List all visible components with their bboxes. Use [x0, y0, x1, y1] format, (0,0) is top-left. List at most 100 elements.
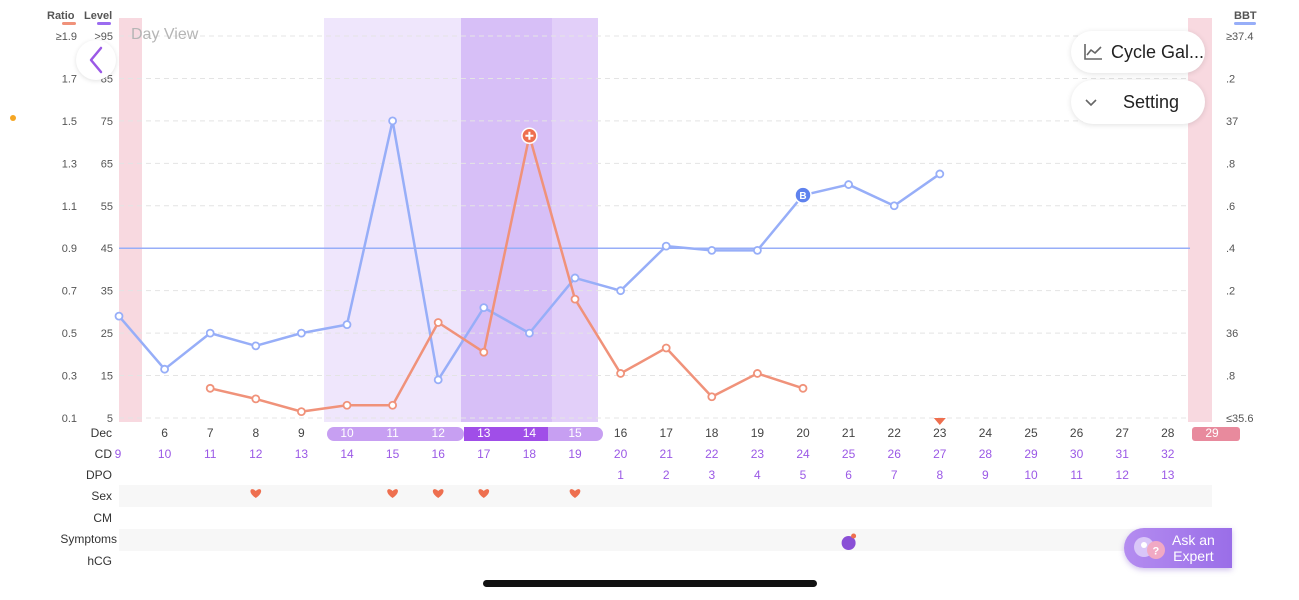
level-data-point[interactable] [525, 328, 534, 338]
level-data-point[interactable] [160, 364, 170, 374]
level-data-point[interactable] [205, 328, 215, 338]
level-data-point[interactable] [479, 303, 489, 313]
date-label[interactable]: 7 [207, 426, 214, 440]
level-data-point[interactable] [251, 341, 261, 351]
cycle-gallery-button[interactable]: Cycle Gal... [1071, 31, 1205, 73]
ask-expert-line1: Ask an [1172, 532, 1215, 548]
ratio-data-point[interactable] [753, 369, 762, 378]
ratio-data-point[interactable] [251, 394, 261, 404]
date-label[interactable]: 29 [1205, 426, 1219, 440]
date-highlight [548, 427, 562, 441]
date-label[interactable]: 15 [568, 426, 582, 440]
sex-row-label: Sex [91, 489, 112, 503]
ratio-data-point[interactable] [433, 318, 443, 327]
date-label[interactable]: 9 [298, 426, 305, 440]
date-label[interactable]: 25 [1024, 426, 1038, 440]
fertile-window [552, 18, 598, 422]
setting-button[interactable]: Setting [1071, 80, 1205, 124]
level-data-point[interactable] [935, 169, 945, 179]
symptoms-row-label: Symptoms [60, 532, 117, 546]
month-label: Dec [91, 426, 112, 440]
ratio-data-point[interactable] [479, 347, 489, 357]
heart-icon[interactable] [569, 489, 581, 498]
ratio-data-point[interactable] [342, 400, 352, 410]
symptom-icon[interactable] [841, 536, 856, 550]
cd-value: 31 [1116, 447, 1130, 461]
date-label[interactable]: 22 [888, 426, 902, 440]
dpo-value: 13 [1161, 468, 1175, 482]
setting-label: Setting [1123, 91, 1180, 112]
level-tick: 35 [101, 286, 113, 298]
cd-value: 21 [660, 447, 674, 461]
date-label[interactable]: 28 [1161, 426, 1175, 440]
day-view-title: Day View [131, 26, 199, 43]
level-data-point[interactable] [114, 311, 124, 321]
ratio-data-point[interactable] [205, 383, 215, 393]
date-label[interactable]: 27 [1116, 426, 1130, 440]
back-button[interactable] [76, 40, 116, 80]
ask-expert-button[interactable]: ? Ask an Expert [1124, 528, 1232, 568]
plus-icon [525, 131, 534, 140]
level-data-point[interactable] [296, 328, 306, 338]
home-indicator [483, 580, 817, 587]
ratio-header: Ratio [47, 10, 75, 22]
level-data-point[interactable] [753, 245, 762, 255]
level-tick: 75 [101, 116, 113, 128]
cd-value: 17 [477, 447, 491, 461]
level-data-point[interactable] [433, 375, 443, 385]
ratio-data-point[interactable] [296, 407, 306, 417]
heart-icon[interactable] [250, 489, 262, 498]
date-label[interactable]: 16 [614, 426, 628, 440]
level-tick: 55 [101, 201, 113, 213]
dpo-row-label: DPO [86, 468, 112, 482]
chevron-left-icon [89, 46, 103, 74]
level-data-point[interactable] [707, 245, 717, 255]
date-label[interactable]: 26 [1070, 426, 1084, 440]
cd-value: 28 [979, 447, 993, 461]
bbt-tick: .8 [1226, 371, 1235, 383]
ratio-data-point[interactable] [388, 400, 398, 410]
date-label[interactable]: 11 [386, 426, 399, 440]
date-label[interactable]: 21 [842, 426, 856, 440]
level-data-point[interactable] [889, 201, 899, 211]
date-label[interactable]: 18 [705, 426, 719, 440]
level-data-point[interactable] [342, 320, 352, 330]
date-label[interactable]: 12 [432, 426, 446, 440]
ratio-data-point[interactable] [616, 369, 625, 378]
cycle-gallery-label: Cycle Gal... [1111, 41, 1205, 62]
heart-icon[interactable] [432, 489, 444, 498]
date-label[interactable]: 8 [252, 426, 259, 440]
heart-icon[interactable] [478, 489, 490, 498]
ratio-data-point[interactable] [707, 392, 717, 402]
level-data-point[interactable] [616, 286, 625, 296]
date-label[interactable]: 17 [660, 426, 674, 440]
cd-value: 23 [751, 447, 765, 461]
date-label[interactable]: 23 [933, 426, 947, 440]
cycle-day-marker [933, 418, 946, 425]
ratio-tick: 0.3 [62, 371, 77, 383]
level-data-point[interactable] [388, 116, 398, 126]
date-label[interactable]: 6 [161, 426, 168, 440]
ratio-data-point[interactable] [798, 383, 808, 393]
heart-icon[interactable] [387, 489, 398, 498]
bbt-tick: .2 [1226, 73, 1235, 85]
cd-value: 24 [796, 447, 810, 461]
level-data-point[interactable] [570, 273, 580, 283]
symptom-alert-dot [851, 533, 857, 539]
ratio-data-point[interactable] [661, 343, 671, 353]
level-data-point[interactable] [661, 241, 671, 251]
ratio-data-point[interactable] [570, 294, 580, 304]
date-label[interactable]: 24 [979, 426, 993, 440]
date-label[interactable]: 13 [477, 426, 491, 440]
bbt-marker[interactable] [794, 186, 812, 204]
bbt-tick: 37 [1226, 116, 1238, 128]
dpo-value: 7 [891, 468, 898, 482]
date-label[interactable]: 10 [340, 426, 354, 440]
date-label[interactable]: 19 [751, 426, 765, 440]
date-label[interactable]: 20 [796, 426, 810, 440]
date-label[interactable]: 14 [523, 426, 537, 440]
dpo-value: 2 [663, 468, 670, 482]
level-data-point[interactable] [844, 180, 853, 189]
level-tick: 45 [101, 243, 113, 255]
